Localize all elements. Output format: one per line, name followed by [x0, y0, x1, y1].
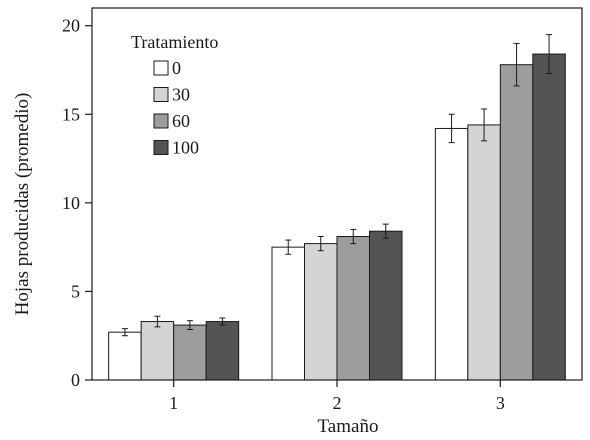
- legend-label: 0: [172, 58, 181, 78]
- bar: [467, 124, 501, 381]
- y-tick-label: 0: [71, 370, 80, 390]
- y-tick-label: 15: [62, 104, 80, 124]
- error-bars-layer: [121, 34, 553, 337]
- x-tick-label: 1: [169, 393, 178, 413]
- legend-label: 100: [172, 138, 199, 158]
- legend-swatch: [153, 113, 169, 129]
- bar: [173, 324, 207, 381]
- bar: [140, 321, 175, 381]
- bar: [499, 64, 534, 381]
- y-tick-label: 5: [71, 281, 80, 301]
- legend-title: Tratamiento: [131, 32, 218, 52]
- y-axis-label: Hojas producidas (promedio): [12, 93, 33, 316]
- bar: [271, 246, 305, 381]
- x-tick-label: 3: [496, 393, 505, 413]
- bar: [336, 236, 370, 381]
- x-axis-label: Tamaño: [318, 416, 379, 437]
- axes-layer: 0 5 10 15 20 1 2 3: [62, 7, 583, 413]
- bar: [434, 127, 469, 381]
- bar: [108, 331, 142, 381]
- x-tick-label: 2: [333, 393, 342, 413]
- bar: [304, 243, 338, 381]
- y-tick-label: 10: [62, 193, 80, 213]
- legend-swatch: [153, 140, 169, 155]
- legend-swatch: [153, 87, 169, 102]
- legend-swatch: [153, 60, 169, 76]
- bar: [205, 321, 240, 381]
- legend: Tratamiento 0 30 60 100: [131, 32, 218, 158]
- legend-label: 30: [172, 85, 190, 105]
- legend-label: 60: [172, 111, 190, 131]
- y-tick-label: 20: [62, 16, 80, 36]
- bars-layer: [108, 53, 566, 381]
- bar: [532, 53, 566, 381]
- bar: [369, 230, 403, 381]
